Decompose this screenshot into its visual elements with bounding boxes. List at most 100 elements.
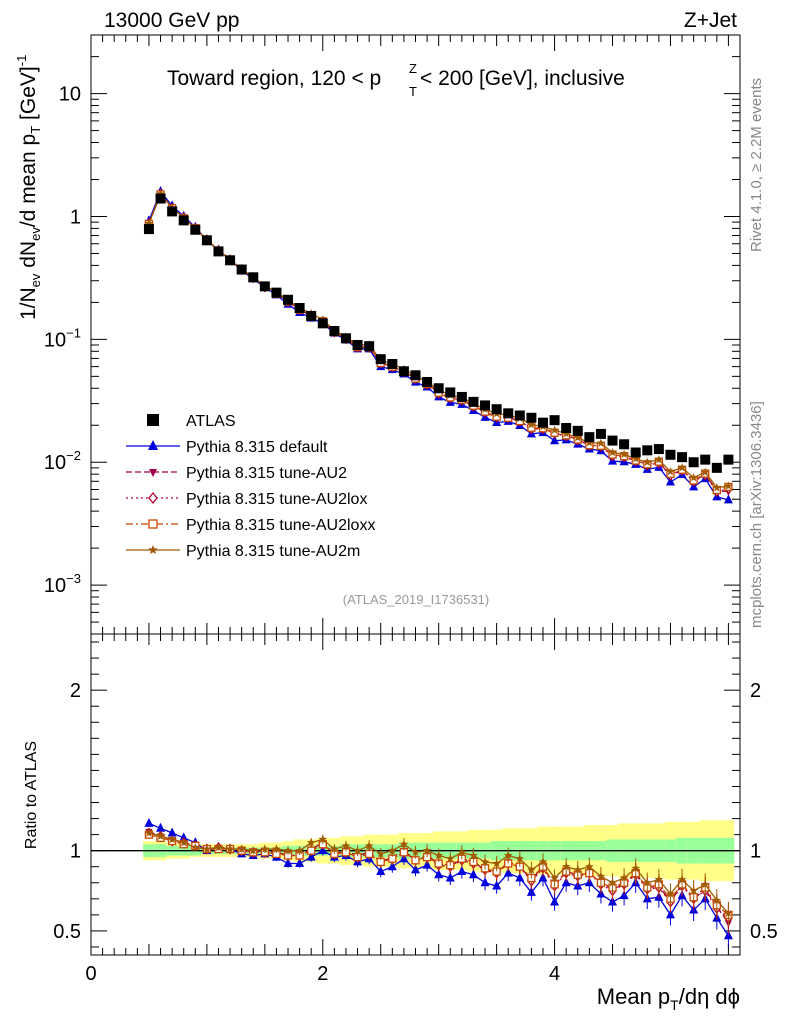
ratio-point-au2m — [341, 841, 351, 850]
ratio-point-default — [619, 890, 629, 900]
main-point-default — [665, 476, 675, 486]
main-ytick-label: 1 — [70, 206, 81, 228]
ratio-xtick-label: 0 — [85, 963, 96, 985]
legend-label-au2loxx: Pythia 8.315 tune-AU2loxx — [186, 517, 375, 534]
main-point-atlas — [503, 408, 514, 419]
main-point-au2m — [585, 438, 594, 447]
main-point-atlas — [514, 410, 525, 421]
ratio-ylabel: Ratio to ATLAS — [23, 741, 40, 849]
ratio-point-au2m — [156, 831, 165, 840]
ratio-point-default — [434, 869, 444, 879]
ratio-point-au2m — [179, 838, 188, 847]
main-point-atlas — [375, 354, 386, 365]
main-point-atlas — [190, 224, 201, 235]
main-point-atlas — [271, 287, 282, 298]
ratio-xtick-label: 4 — [549, 963, 560, 985]
legend-marker-au2lox — [148, 491, 158, 505]
legend-marker-au2m — [148, 545, 158, 554]
energy-label: 13000 GeV pp — [104, 9, 239, 32]
legend-marker-default — [148, 440, 158, 450]
legend-label-atlas: ATLAS — [186, 413, 236, 430]
ratio-ytick-label: 2 — [70, 680, 81, 702]
plot-title: Toward region, 120 < p Z T < 200 [GeV], … — [167, 61, 625, 99]
ratio-point-au2m — [712, 895, 722, 905]
main-point-atlas — [677, 452, 688, 463]
ratio-point-default — [387, 861, 397, 871]
ratio-point-au2m — [492, 859, 501, 868]
main-point-au2m — [712, 483, 722, 492]
ratio-point-au2m — [643, 878, 652, 887]
ratio-point-default — [167, 827, 177, 837]
ratio-point-au2m — [480, 857, 490, 866]
process-label: Z+Jet — [684, 9, 737, 32]
ratio-point-au2m — [608, 878, 617, 887]
plot-title-suffix: < 200 [GeV], inclusive — [420, 67, 625, 90]
ratio-point-au2m — [214, 843, 223, 852]
ratio-point-au2m — [237, 844, 246, 853]
ratio-point-au2m — [330, 844, 339, 853]
main-point-atlas — [711, 462, 722, 473]
mcplots-label: mcplots.cern.ch [arXiv:1306.3436] — [748, 401, 765, 628]
ratio-point-default — [283, 858, 293, 868]
ratio-point-default — [468, 869, 478, 879]
ratio-point-default — [179, 832, 189, 842]
main-point-atlas — [283, 294, 294, 305]
main-point-atlas — [630, 447, 641, 458]
ratio-panel-frame — [90, 633, 741, 956]
ratio-point-default — [422, 859, 432, 869]
main-point-au2m — [724, 481, 733, 490]
main-point-au2m — [550, 425, 559, 434]
ratio-point-default — [411, 864, 420, 874]
ratio-point-default — [515, 872, 525, 882]
main-point-au2m — [654, 455, 664, 464]
ratio-point-au2m — [306, 838, 316, 847]
main-point-atlas — [561, 422, 572, 433]
main-point-au2m — [631, 454, 640, 463]
ratio-point-default — [526, 886, 536, 896]
main-point-atlas — [364, 341, 375, 352]
main-ytick-label: 10−3 — [44, 571, 81, 597]
main-point-default — [723, 494, 733, 504]
main-point-atlas — [688, 457, 699, 468]
plot-title-prefix: Toward region, 120 < p — [167, 67, 381, 90]
main-point-atlas — [595, 428, 606, 439]
ratio-point-au2m — [677, 875, 687, 884]
ratio-point-au2m — [167, 834, 177, 844]
legend-label-au2m: Pythia 8.315 tune-AU2m — [186, 543, 360, 560]
ratio-xtick-label: 2 — [317, 963, 328, 985]
main-point-au2m — [643, 457, 652, 466]
ratio-point-au2m — [144, 828, 154, 837]
ratio-point-au2m — [550, 873, 559, 882]
main-point-atlas — [723, 454, 734, 465]
ratio-point-au2m — [631, 863, 640, 872]
ratio-point-au2m — [364, 841, 374, 850]
main-point-atlas — [619, 439, 630, 450]
ratio-point-default — [538, 872, 548, 882]
main-point-au2m — [561, 429, 571, 438]
main-point-atlas — [225, 255, 236, 266]
legend-label-au2lox: Pythia 8.315 tune-AU2lox — [186, 491, 367, 508]
ratio-point-au2m — [689, 886, 698, 895]
ratio-point-au2m — [225, 844, 235, 853]
ratio-point-default — [503, 867, 513, 877]
ratio-point-au2m — [295, 846, 304, 855]
legend: ATLAS Pythia 8.315 default Pythia 8.315 tu… — [126, 413, 375, 560]
ratio-point-default — [457, 866, 467, 876]
main-point-atlas — [456, 391, 467, 402]
main-point-atlas — [526, 412, 537, 423]
main-point-atlas — [445, 387, 456, 398]
ratio-point-au2m — [503, 851, 513, 860]
plot-title-sub: T — [409, 84, 417, 99]
main-point-atlas — [642, 445, 653, 456]
main-point-atlas — [167, 206, 178, 217]
main-point-atlas — [294, 302, 305, 313]
main-point-atlas — [410, 370, 421, 381]
ratio-point-au2m — [388, 846, 397, 855]
ratio-point-default — [608, 896, 618, 906]
main-point-au2m — [677, 463, 687, 472]
ratio-ytick-label-right: 2 — [750, 680, 761, 702]
main-point-atlas — [155, 193, 166, 204]
ratio-point-default — [550, 896, 560, 906]
main-point-au2m — [573, 433, 582, 442]
main-point-atlas — [387, 359, 398, 370]
